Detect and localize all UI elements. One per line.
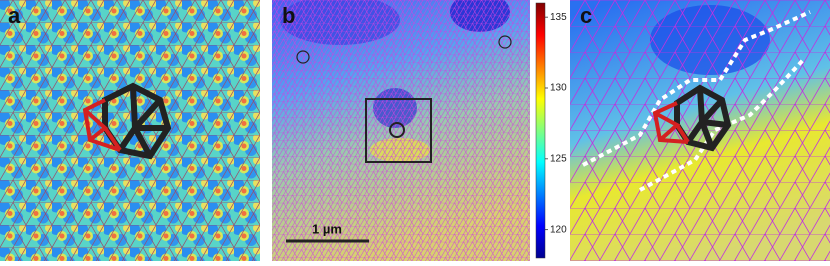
panel-c: c	[570, 0, 830, 261]
colorbar-tick-label: 125	[550, 153, 567, 164]
panel-label: a	[8, 3, 21, 28]
panel-label: b	[282, 3, 295, 28]
scale-bar-label: 1 µm	[312, 221, 342, 236]
colorbar-tick-label: 120	[550, 224, 567, 235]
colorbar-tick-label: 130	[550, 83, 567, 94]
panel-a: a	[0, 0, 260, 261]
panel-label: c	[580, 3, 592, 28]
panel-b: 1 µm b	[272, 0, 530, 261]
colorbar-tick-label: 135	[550, 12, 567, 23]
colorbar: 135 130 125 120	[535, 2, 567, 259]
